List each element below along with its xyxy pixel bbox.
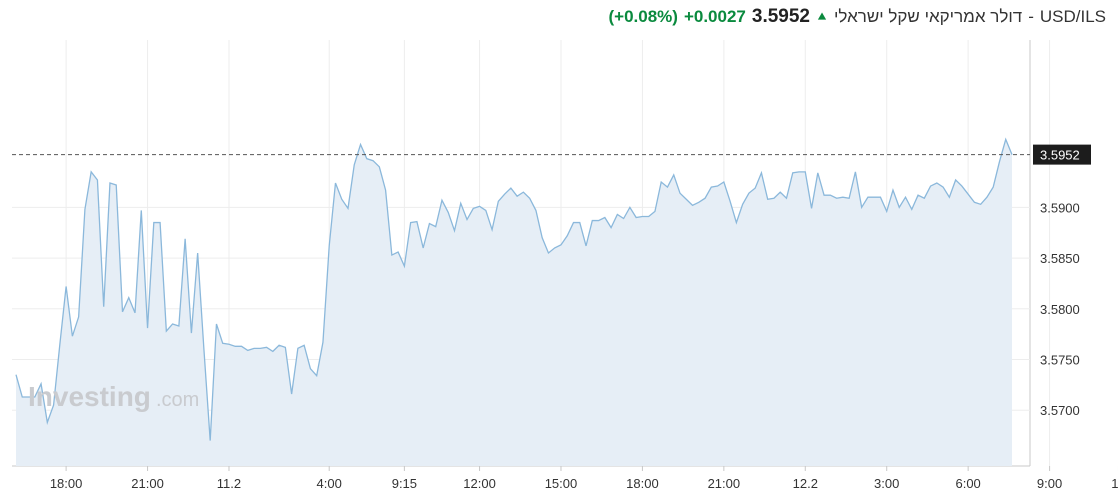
x-tick-label: 12:00	[463, 476, 496, 491]
instrument-name: דולר אמריקאי שקל ישראלי	[834, 7, 1023, 26]
last-price-marker: 3.5952	[1033, 144, 1091, 165]
x-tick-label: 11.2	[217, 476, 241, 491]
x-tick-label: 12.2	[793, 476, 818, 491]
x-tick-label: 18:00	[626, 476, 659, 491]
x-tick-label: 15:00	[545, 476, 578, 491]
x-tick-label: 21:00	[131, 476, 164, 491]
change-value: +0.0027	[683, 7, 746, 26]
y-tick-label: 3.5750	[1040, 353, 1080, 368]
y-axis: 3.5700 3.5750 3.5800 3.5850 3.5900	[1040, 200, 1080, 418]
chart-header: (+0.08%) +0.0027 3.5952 ⯅ דולר אמריקאי ש…	[608, 6, 1106, 28]
y-tick-label: 3.5900	[1040, 200, 1080, 215]
y-tick-label: 3.5800	[1040, 302, 1080, 317]
last-price: 3.5952	[751, 6, 810, 27]
x-tick-label: 9:00	[1037, 476, 1062, 491]
price-line	[15, 137, 1013, 441]
x-tick-label: 3:00	[874, 476, 899, 491]
y-tick-label: 3.5700	[1040, 403, 1080, 418]
change-percent: (+0.08%)	[608, 7, 678, 26]
up-arrow-icon: ⯅	[816, 8, 829, 26]
x-tick-label: 21:00	[708, 476, 741, 491]
x-tick-label: 9:15	[392, 476, 417, 491]
y-tick-label: 3.5850	[1040, 251, 1080, 266]
price-area	[16, 139, 1012, 466]
x-tick-label: 6:00	[955, 476, 980, 491]
x-tick-label: 18:00	[50, 476, 83, 491]
watermark-brand: Investing	[28, 381, 151, 412]
x-tick-label: 12	[1111, 476, 1118, 491]
instrument-separator: -	[1028, 7, 1034, 26]
watermark-suffix: .com	[156, 389, 199, 411]
last-price-label-bg	[1033, 144, 1091, 165]
x-tick-label: 4:00	[317, 476, 342, 491]
instrument-pair: USD/ILS	[1039, 7, 1106, 26]
x-axis: 18:00 21:00 11.2 4:00 9:15 12:00 15:00 18:00 21:…	[50, 476, 1118, 491]
last-price-label: 3.5952	[1040, 148, 1080, 163]
watermark: Investing .com	[28, 381, 199, 412]
